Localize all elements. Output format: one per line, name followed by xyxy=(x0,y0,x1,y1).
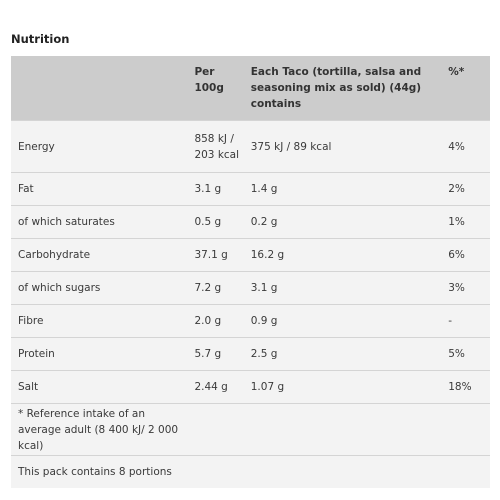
table-header-row: Per 100g Each Taco (tortilla, salsa and … xyxy=(11,56,490,121)
percent-value: - xyxy=(444,304,490,338)
per-100g-value: 7.2 g xyxy=(190,271,247,305)
per-100g-value: 2.44 g xyxy=(190,370,247,404)
nutrition-table: Per 100g Each Taco (tortilla, salsa and … xyxy=(11,56,490,488)
pack-portions-note: This pack contains 8 portions xyxy=(11,455,490,488)
per-taco-value: 3.1 g xyxy=(246,271,445,305)
per-100g-value: 5.7 g xyxy=(190,337,247,371)
percent-value: 4% xyxy=(444,120,490,173)
percent-value: 18% xyxy=(444,370,490,404)
nutrient-name: Protein xyxy=(11,337,191,371)
table-row: Protein 5.7 g 2.5 g 5% xyxy=(11,337,490,371)
per-100g-value: 858 kJ / 203 kcal xyxy=(190,120,247,173)
percent-value: 5% xyxy=(444,337,490,371)
percent-value: 6% xyxy=(444,238,490,272)
table-row: Fat 3.1 g 1.4 g 2% xyxy=(11,172,490,206)
per-taco-value: 0.9 g xyxy=(246,304,445,338)
per-taco-value: 2.5 g xyxy=(246,337,445,371)
nutrient-name: of which saturates xyxy=(11,205,191,239)
per-taco-value: 1.07 g xyxy=(246,370,445,404)
portions-row: This pack contains 8 portions xyxy=(11,455,490,488)
nutrient-name: Carbohydrate xyxy=(11,238,191,272)
nutrient-name: Energy xyxy=(11,120,191,173)
percent-value: 2% xyxy=(444,172,490,206)
per-taco-value: 0.2 g xyxy=(246,205,445,239)
nutrient-name: Salt xyxy=(11,370,191,404)
header-percent: %* xyxy=(444,56,490,121)
table-row: Carbohydrate 37.1 g 16.2 g 6% xyxy=(11,238,490,272)
nutrient-name: Fibre xyxy=(11,304,191,338)
footnote-row: * Reference intake of an average adult (… xyxy=(11,403,490,456)
per-100g-value: 37.1 g xyxy=(190,238,247,272)
per-taco-value: 1.4 g xyxy=(246,172,445,206)
table-row: of which sugars 7.2 g 3.1 g 3% xyxy=(11,271,490,305)
percent-value: 3% xyxy=(444,271,490,305)
table-row: of which saturates 0.5 g 0.2 g 1% xyxy=(11,205,490,239)
header-per-100g: Per 100g xyxy=(190,56,247,121)
header-nutrient xyxy=(11,56,191,121)
table-row: Salt 2.44 g 1.07 g 18% xyxy=(11,370,490,404)
table-row: Fibre 2.0 g 0.9 g - xyxy=(11,304,490,338)
nutrient-name: Fat xyxy=(11,172,191,206)
nutrient-name: of which sugars xyxy=(11,271,191,305)
nutrition-heading: Nutrition xyxy=(11,32,70,46)
per-taco-value: 16.2 g xyxy=(246,238,445,272)
header-per-taco: Each Taco (tortilla, salsa and seasoning… xyxy=(246,56,445,121)
reference-intake-footnote: * Reference intake of an average adult (… xyxy=(11,403,191,456)
per-100g-value: 3.1 g xyxy=(190,172,247,206)
percent-value: 1% xyxy=(444,205,490,239)
table-row: Energy 858 kJ / 203 kcal 375 kJ / 89 kca… xyxy=(11,120,490,173)
per-100g-value: 2.0 g xyxy=(190,304,247,338)
per-100g-value: 0.5 g xyxy=(190,205,247,239)
per-taco-value: 375 kJ / 89 kcal xyxy=(246,120,445,173)
